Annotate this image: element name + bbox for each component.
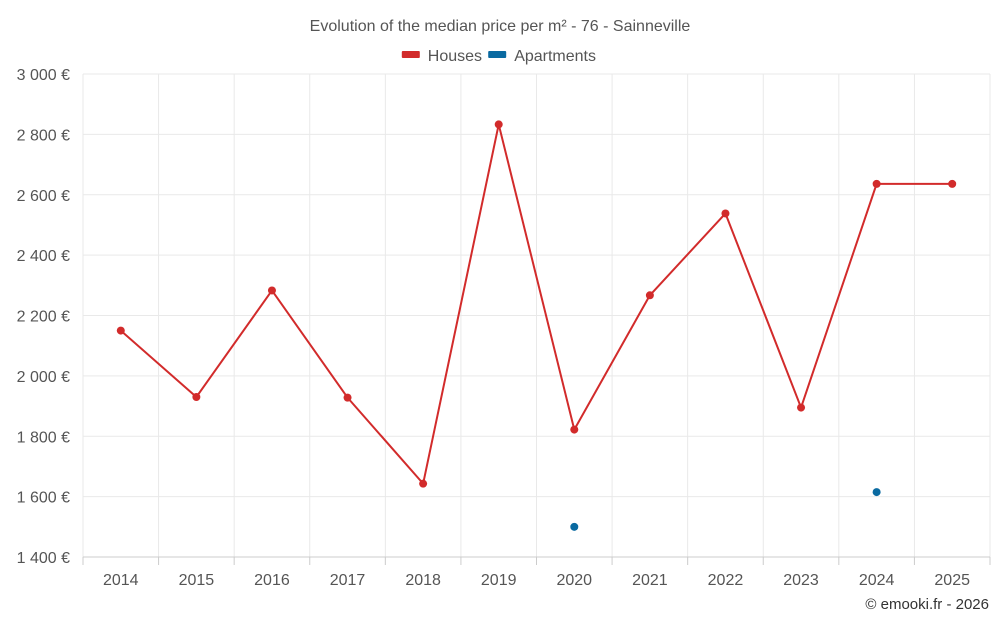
legend-swatch-houses <box>401 51 420 58</box>
legend-label-apartments: Apartments <box>514 48 596 65</box>
x-tick-label: 2020 <box>556 572 592 589</box>
x-tick-label: 2025 <box>934 572 970 589</box>
y-tick-label: 1 800 € <box>17 429 70 446</box>
series-layer <box>116 120 957 531</box>
y-tick-label: 3 000 € <box>17 67 70 84</box>
y-tick-label: 1 600 € <box>17 490 70 507</box>
data-point-apartments <box>872 488 881 497</box>
series-line-houses <box>120 123 953 485</box>
x-tick-label: 2019 <box>481 572 517 589</box>
data-point-houses <box>645 291 654 300</box>
grid-lines <box>82 73 991 557</box>
data-point-apartments <box>570 522 579 531</box>
x-tick-label: 2024 <box>859 572 895 589</box>
data-point-houses <box>116 326 125 335</box>
x-tick-label: 2021 <box>632 572 668 589</box>
data-point-houses <box>948 179 957 188</box>
x-tick-label: 2014 <box>103 572 139 589</box>
x-tick-label: 2022 <box>708 572 744 589</box>
y-tick-label: 2 600 € <box>17 188 70 205</box>
chart-title: Evolution of the median price per m² - 7… <box>310 18 691 35</box>
data-point-houses <box>419 479 428 488</box>
legend: Houses Apartments <box>401 48 596 65</box>
x-tick-label: 2016 <box>254 572 290 589</box>
y-tick-label: 2 800 € <box>17 127 70 144</box>
x-axis: 2014 2015 2016 2017 2018 2019 2020 2021 2022 2023… <box>82 556 991 589</box>
data-point-houses <box>721 209 730 218</box>
data-point-houses <box>343 393 352 402</box>
x-tick-label: 2015 <box>179 572 215 589</box>
x-tick-label: 2017 <box>330 572 366 589</box>
x-tick-label: 2023 <box>783 572 819 589</box>
legend-label-houses: Houses <box>428 48 482 65</box>
data-point-houses <box>797 403 806 412</box>
y-tick-label: 1 400 € <box>17 550 70 567</box>
data-point-houses <box>570 425 579 434</box>
credit-text: © emooki.fr - 2026 <box>865 596 989 613</box>
legend-swatch-apartments <box>488 51 507 58</box>
y-axis: 1 400 € 1 600 € 1 800 € 2 000 € 2 200 € 2 400… <box>17 67 70 567</box>
y-tick-label: 2 200 € <box>17 309 70 326</box>
x-tick-label: 2018 <box>405 572 441 589</box>
data-point-houses <box>494 120 503 129</box>
data-point-houses <box>267 286 276 295</box>
data-point-houses <box>192 393 201 402</box>
data-point-houses <box>872 179 881 188</box>
y-tick-label: 2 000 € <box>17 369 70 386</box>
y-tick-label: 2 400 € <box>17 248 70 265</box>
